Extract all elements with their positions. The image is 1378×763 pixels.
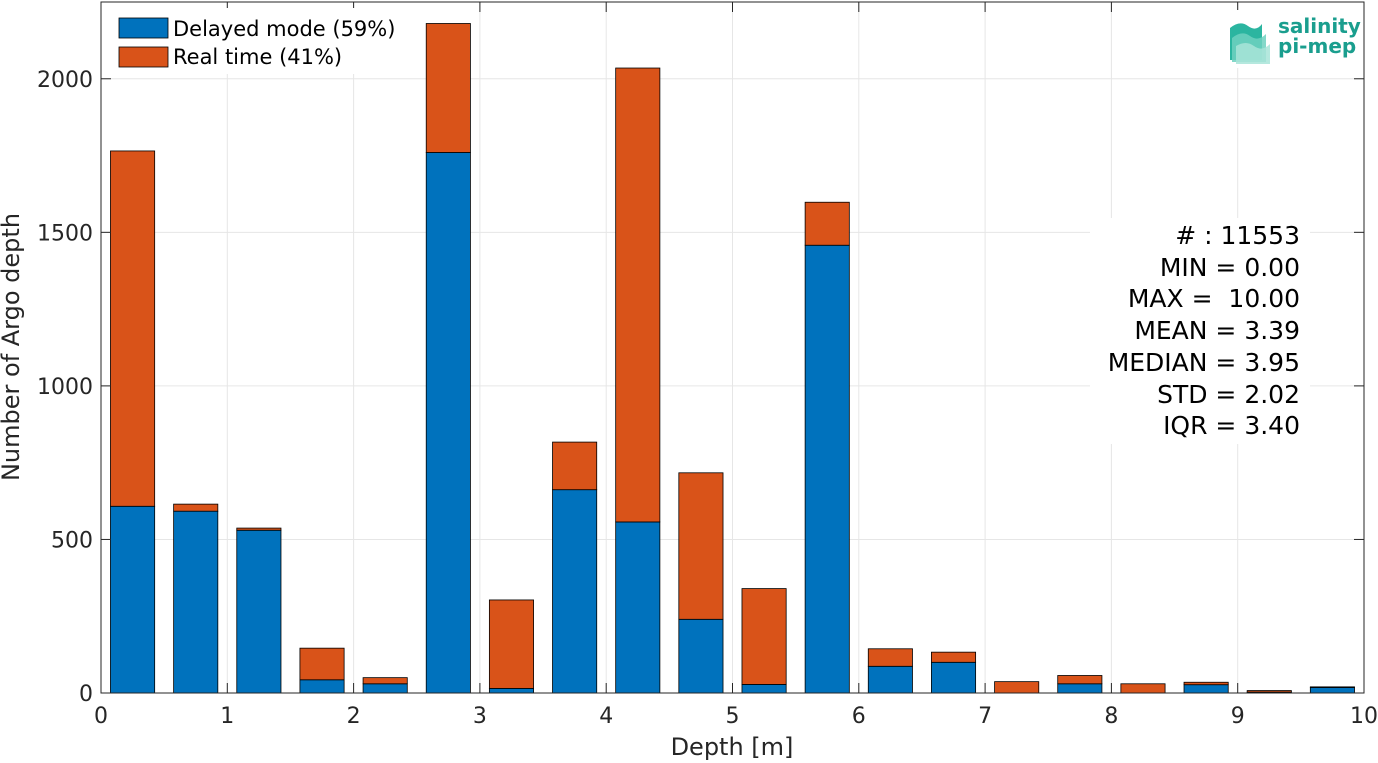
- y-tick-label: 1500: [37, 221, 93, 246]
- bar-segment-delayed-mode: [741, 684, 787, 694]
- stat-median: MEDIAN = 3.95: [1108, 348, 1300, 377]
- x-tick-label: 4: [599, 704, 613, 729]
- bar-segment-delayed-mode: [1057, 683, 1103, 694]
- x-tick-label: 6: [852, 704, 866, 729]
- bar-segment-delayed-mode: [1309, 687, 1355, 694]
- x-tick-label: 1: [220, 704, 234, 729]
- stat-count: # : 11553: [1175, 221, 1300, 250]
- bar-segment-real-time: [615, 67, 661, 523]
- bar-segment-real-time: [173, 503, 219, 512]
- bar-segment-real-time: [236, 527, 282, 531]
- x-tick-label: 7: [978, 704, 992, 729]
- x-tick-label: 0: [94, 704, 108, 729]
- bar-segment-real-time: [552, 441, 598, 491]
- bar-segment-delayed-mode: [299, 679, 345, 694]
- bar-segment-delayed-mode: [173, 510, 219, 694]
- stat-std: STD = 2.02: [1157, 380, 1300, 409]
- stat-iqr: IQR = 3.40: [1163, 411, 1300, 440]
- legend: Delayed mode (59%) Real time (41%): [103, 8, 403, 74]
- logo-text-pimep: pi-mep: [1278, 34, 1356, 58]
- bar-segment-real-time: [741, 588, 787, 685]
- y-axis-label: Number of Argo depth: [0, 213, 25, 481]
- y-tick-label: 0: [79, 682, 93, 707]
- bar-segment-real-time: [1183, 681, 1229, 686]
- stats-annotation: # : 11553 MIN = 0.00 MAX = 10.00 MEAN = …: [1090, 218, 1310, 444]
- x-axis-label: Depth [m]: [671, 733, 794, 761]
- x-tick-label: 5: [726, 704, 740, 729]
- stat-mean: MEAN = 3.39: [1134, 316, 1300, 345]
- legend-swatch-delayed-mode: [118, 17, 169, 39]
- tick-labels: 0 1 2 3 4 5 6 7 8 9 10 0 500 1000 1500 2000: [37, 68, 1378, 729]
- bar-segment-delayed-mode: [867, 665, 913, 694]
- bar-segment-real-time: [1057, 675, 1103, 685]
- stat-max: MAX = 10.00: [1128, 284, 1300, 313]
- bar-segment-delayed-mode: [362, 683, 408, 694]
- y-tick-label: 500: [51, 528, 93, 553]
- salinity-pimep-logo: salinity pi-mep: [1222, 10, 1362, 68]
- stat-min: MIN = 0.00: [1160, 253, 1300, 282]
- bar-segment-real-time: [299, 647, 345, 681]
- bar-segment-delayed-mode: [931, 661, 977, 694]
- bar-segment-real-time: [804, 201, 850, 246]
- x-tick-label: 9: [1231, 704, 1245, 729]
- bar-segment-delayed-mode: [678, 618, 724, 694]
- bar-segment-real-time: [110, 150, 156, 507]
- bar-segment-delayed-mode: [236, 529, 282, 694]
- legend-label-real-time: Real time (41%): [173, 45, 342, 69]
- bar-segment-real-time: [362, 677, 408, 685]
- bar-segment-real-time: [994, 681, 1040, 694]
- bar-segment-delayed-mode: [488, 687, 534, 694]
- bar-segment-delayed-mode: [804, 244, 850, 694]
- y-tick-label: 2000: [37, 68, 93, 93]
- wave-logo-icon: [1230, 23, 1270, 64]
- bar-segment-real-time: [488, 599, 534, 689]
- bar-segment-real-time: [1120, 683, 1166, 694]
- bar-segment-delayed-mode: [1183, 684, 1229, 694]
- bar-segment-real-time: [867, 648, 913, 667]
- bar-segment-real-time: [931, 651, 977, 663]
- logo-text-salinity: salinity: [1278, 14, 1361, 38]
- bar-segment-delayed-mode: [425, 152, 471, 694]
- legend-swatch-real-time: [118, 46, 169, 68]
- x-tick-label: 3: [473, 704, 487, 729]
- x-tick-label: 8: [1104, 704, 1118, 729]
- bar-segment-real-time: [678, 472, 724, 620]
- bar-segment-delayed-mode: [615, 521, 661, 694]
- y-tick-label: 1000: [37, 375, 93, 400]
- bar-segment-delayed-mode: [110, 505, 156, 694]
- stats-background: [1090, 218, 1310, 444]
- bar-segment-real-time: [425, 23, 471, 153]
- x-tick-label: 10: [1350, 704, 1378, 729]
- x-tick-label: 2: [347, 704, 361, 729]
- legend-label-delayed-mode: Delayed mode (59%): [173, 17, 395, 41]
- bar-segment-real-time: [1246, 690, 1292, 693]
- bar-segment-delayed-mode: [552, 489, 598, 694]
- bars: [110, 23, 1355, 694]
- bar-segment-real-time: [1309, 686, 1355, 688]
